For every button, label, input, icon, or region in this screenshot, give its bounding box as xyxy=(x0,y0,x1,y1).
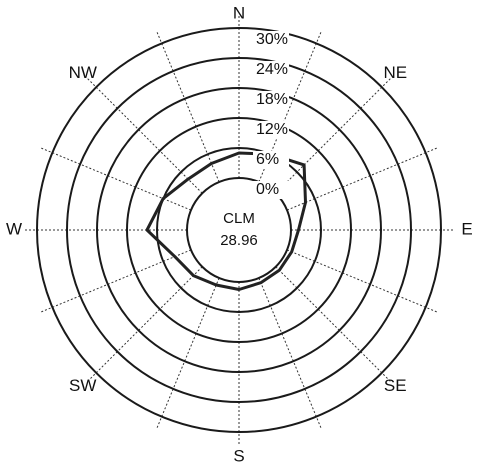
spoke-wsw xyxy=(41,249,192,313)
spoke-ne xyxy=(275,78,391,194)
spoke-nne xyxy=(258,32,322,183)
dir-label-e: E xyxy=(461,219,472,238)
tick-label-18: 18% xyxy=(256,91,288,108)
spoke-nnw xyxy=(156,32,220,183)
tick-label-0: 0% xyxy=(256,181,279,198)
spoke-ssw xyxy=(156,277,220,428)
tick-label-30: 30% xyxy=(256,31,288,48)
series-line-0 xyxy=(145,151,307,291)
ring-30 xyxy=(36,27,442,433)
ring-18 xyxy=(96,87,382,373)
tick-label-bg xyxy=(253,121,289,139)
tick-label-bg xyxy=(253,151,289,169)
direction-labels: N NE E SE S SW W NW xyxy=(6,3,473,465)
wind-frequency-series xyxy=(145,151,307,291)
tick-label-bg xyxy=(253,91,289,109)
calm-center: CLM 28.96 xyxy=(220,210,258,249)
calm-label: CLM xyxy=(223,210,255,227)
dir-label-s: S xyxy=(233,446,244,465)
dir-label-n: N xyxy=(233,3,245,22)
ring-6 xyxy=(156,147,322,313)
spoke-nw xyxy=(87,78,203,194)
tick-label-bg xyxy=(253,31,289,49)
tick-label-bg xyxy=(253,61,289,79)
spoke-ese xyxy=(286,249,437,313)
dir-label-sw: SW xyxy=(69,376,96,395)
radial-tick-labels: 0% 6% 12% 18% 24% 30% xyxy=(253,31,289,199)
ring-24 xyxy=(66,57,412,403)
tick-label-bg xyxy=(253,181,289,199)
direction-spokes xyxy=(25,16,453,444)
ring-0 xyxy=(186,177,292,283)
calm-value: 28.96 xyxy=(220,232,258,249)
tick-label-6: 6% xyxy=(256,151,279,168)
dir-label-w: W xyxy=(6,219,22,238)
percentage-rings xyxy=(36,27,442,433)
tick-label-12: 12% xyxy=(256,121,288,138)
ring-12 xyxy=(126,117,352,343)
spoke-sw xyxy=(87,266,203,382)
dir-label-se: SE xyxy=(384,376,407,395)
spoke-sse xyxy=(258,277,322,428)
spoke-se xyxy=(275,266,391,382)
spoke-ene xyxy=(286,147,437,211)
tick-label-24: 24% xyxy=(256,61,288,78)
dir-label-nw: NW xyxy=(69,63,97,82)
dir-label-ne: NE xyxy=(383,63,407,82)
spoke-wnw xyxy=(41,147,192,211)
